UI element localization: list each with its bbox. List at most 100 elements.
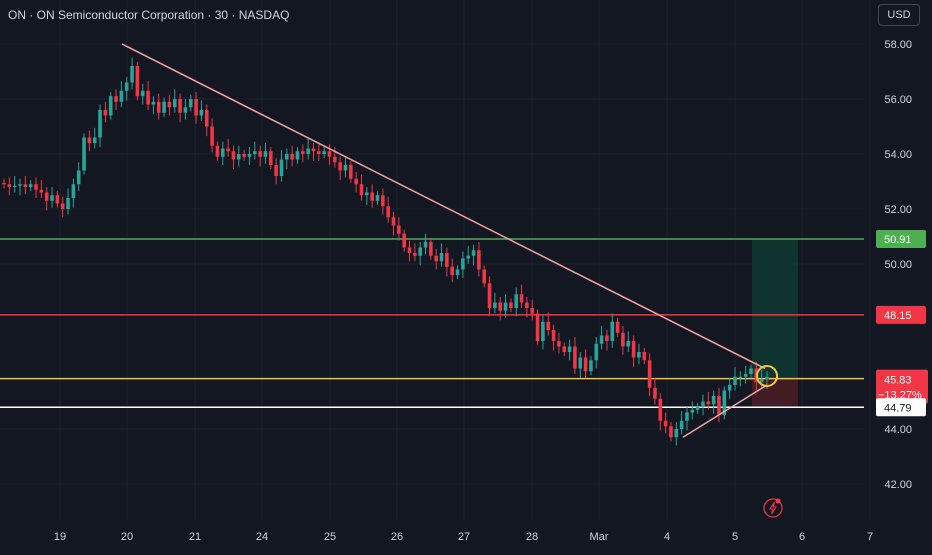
candle [727,378,732,399]
candle [594,336,599,369]
lightning-bolt-icon[interactable] [763,498,783,518]
candle-body [738,376,743,378]
candle [658,393,663,431]
candle [220,141,225,165]
price-tag-stop [876,305,926,324]
candle [354,171,358,193]
candle [423,233,428,255]
time-tick-label: 27 [458,531,470,543]
time-tick-label: 28 [526,531,538,543]
candle [119,81,124,108]
candle [738,371,743,387]
candle-body [391,217,396,226]
candle [466,246,471,264]
candle [514,287,519,317]
entry-circle-marker[interactable] [756,365,778,387]
candle-body [66,198,70,209]
price-tick-label: 52.00 [884,204,912,216]
candle [317,143,321,161]
candle-body [381,195,385,207]
candle [477,242,481,277]
candle-body [140,90,145,97]
candle [71,178,76,208]
candle [66,188,70,215]
candle-body [514,294,519,308]
candle [2,178,6,189]
candle-body [23,184,28,187]
candle [103,101,108,123]
candle [130,57,134,90]
candle-body [333,156,337,163]
candle [701,394,705,416]
candle-body [28,184,33,187]
candle-body [210,126,214,146]
candle-body [263,151,268,157]
trendline-descending-resistance[interactable] [121,43,766,370]
candle-body [114,96,118,102]
candle-body [701,401,705,407]
candle-body [306,148,310,154]
trendline-ascending-support[interactable] [682,384,768,438]
trendlines[interactable] [121,43,768,438]
candle [124,77,129,101]
candle [231,145,236,170]
candle [365,187,369,205]
candle [23,176,28,194]
candle [653,378,657,405]
candle [407,240,412,262]
time-tick-label: 7 [867,531,873,543]
candle-body [71,184,76,198]
candle-body [674,429,679,438]
candle-body [172,99,177,108]
time-tick-label: 25 [324,531,336,543]
candle-body [343,165,348,171]
candle-body [477,250,481,270]
candle-body [156,101,161,113]
candle-body [557,341,561,347]
candle [359,174,364,201]
candle-body [76,170,81,185]
candle [204,104,209,137]
candle [647,353,652,396]
price-tick-label: 42.00 [884,479,912,491]
candle [711,390,716,414]
candle [226,138,230,157]
candle [50,187,54,208]
candle-body [669,426,673,438]
candle-body [631,341,636,358]
candle [34,177,38,198]
candle-body [39,189,44,193]
candle [162,97,166,117]
candle [338,156,342,181]
candle-body [749,368,753,374]
candle [749,364,753,379]
time-tick-label: 26 [391,531,403,543]
candle-body [615,321,620,333]
candle-body [194,99,198,116]
candle-body [290,154,294,160]
candle [743,365,748,384]
candle [322,147,326,159]
candle [82,133,86,175]
candle [493,292,497,314]
candle-body [365,192,369,196]
price-axis[interactable]: 58.00 56.00 54.00 52.00 50.00 44.00 42.00 [884,39,912,491]
candle-body [407,247,412,253]
candle-body [162,101,166,113]
candle [669,422,673,442]
candle-body [455,269,460,275]
candle [18,178,22,196]
candle-body [2,182,6,185]
time-axis[interactable]: 19 20 21 24 25 26 27 28 Mar 4 5 6 7 [54,531,873,543]
candle-body [685,412,689,421]
candle-body [130,66,134,83]
candle-body [124,82,129,91]
candle [284,148,289,170]
currency-button[interactable]: USD [878,4,920,26]
long-position-target-zone[interactable] [752,238,798,379]
candle [663,412,668,434]
candle [167,94,172,116]
